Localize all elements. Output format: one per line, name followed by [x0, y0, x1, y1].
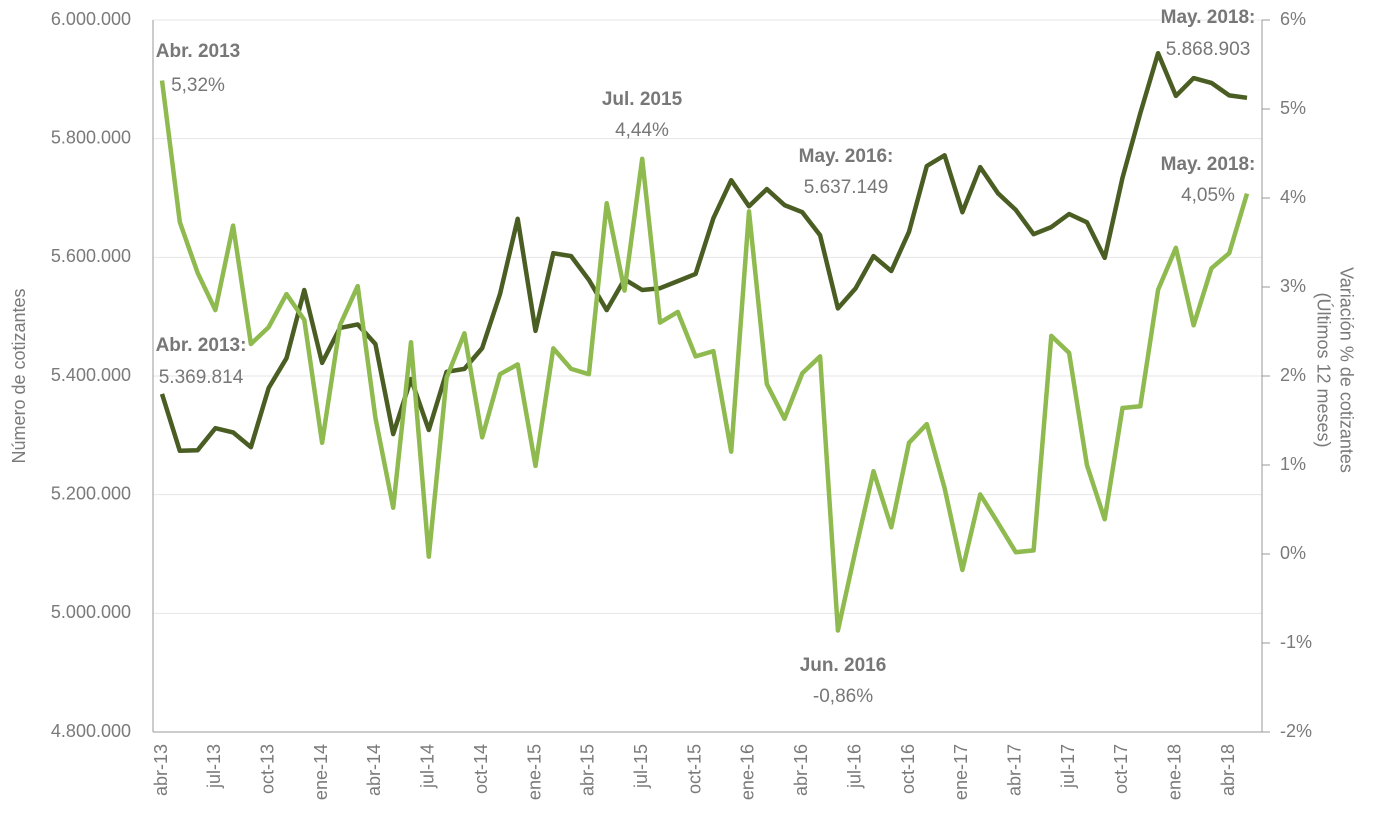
annotation-title: May. 2016:	[799, 146, 894, 167]
y-tick-label: 4.800.000	[51, 721, 131, 741]
annotation-title: Abr. 2013:	[156, 335, 247, 356]
y-tick-label: 5.600.000	[51, 246, 131, 266]
annotation-label: 5.369.814	[159, 367, 244, 388]
x-tick-label: abr-18	[1218, 744, 1238, 796]
x-tick-label: ene-17	[951, 744, 971, 800]
x-tick-label: oct-15	[684, 744, 704, 794]
x-tick-label: abr-17	[1005, 744, 1025, 796]
x-tick-label: ene-14	[311, 744, 331, 800]
series-line	[159, 50, 1248, 454]
y2-tick-label: -2%	[1280, 721, 1312, 741]
x-tick-label: ene-18	[1165, 744, 1185, 800]
series-line	[159, 80, 1250, 633]
x-tick-label: jul-16	[844, 744, 864, 789]
x-tick-label: oct-17	[1111, 744, 1131, 794]
annotation-label: 5.637.149	[804, 177, 889, 198]
y2-tick-label: 1%	[1280, 454, 1306, 474]
y2-tick-label: 3%	[1280, 276, 1306, 296]
y2-tick-label: -1%	[1280, 632, 1312, 652]
x-tick-label: jul-14	[418, 744, 438, 789]
y-tick-label: 5.400.000	[51, 365, 131, 385]
y-tick-label: 5.800.000	[51, 127, 131, 147]
y-tick-label: 6.000.000	[51, 9, 131, 29]
y2-tick-label: 4%	[1280, 187, 1306, 207]
y2-tick-label: 2%	[1280, 365, 1306, 385]
annotation-title: Jul. 2015	[602, 89, 683, 110]
annotation-label: 4,05%	[1181, 185, 1235, 206]
x-tick-label: oct-16	[898, 744, 918, 794]
y-tick-label: 5.000.000	[51, 602, 131, 622]
x-tick-label: jul-13	[204, 744, 224, 789]
y2-axis-label: Variación % de cotizantes	[1336, 267, 1356, 473]
x-tick-label: oct-14	[471, 744, 491, 794]
annotation-label: 5.868.903	[1166, 39, 1251, 60]
x-tick-label: abr-13	[151, 744, 171, 796]
y-tick-label: 5.200.000	[51, 483, 131, 503]
annotation-title: May. 2018:	[1161, 7, 1256, 28]
y2-tick-label: 6%	[1280, 9, 1306, 29]
y2-axis-label: (Últimos 12 meses)	[1313, 292, 1334, 447]
x-tick-label: abr-14	[364, 744, 384, 796]
annotation-label: -0,86%	[813, 686, 873, 707]
x-tick-label: abr-16	[791, 744, 811, 796]
annotation-label: 5,32%	[171, 75, 225, 96]
x-tick-label: jul-15	[631, 744, 651, 789]
annotation-title: Jun. 2016	[800, 655, 887, 676]
x-tick-label: abr-15	[578, 744, 598, 796]
x-tick-label: ene-15	[524, 744, 544, 800]
y2-tick-label: 0%	[1280, 543, 1306, 563]
annotation-title: Abr. 2013	[156, 41, 241, 62]
y2-tick-label: 5%	[1280, 98, 1306, 118]
y-axis-label: Número de cotizantes	[9, 288, 29, 463]
x-tick-label: oct-13	[257, 744, 277, 794]
annotation-label: 4,44%	[615, 120, 669, 141]
annotation-title: May. 2018:	[1161, 154, 1256, 175]
x-tick-label: ene-16	[738, 744, 758, 800]
x-tick-label: jul-17	[1058, 744, 1078, 789]
